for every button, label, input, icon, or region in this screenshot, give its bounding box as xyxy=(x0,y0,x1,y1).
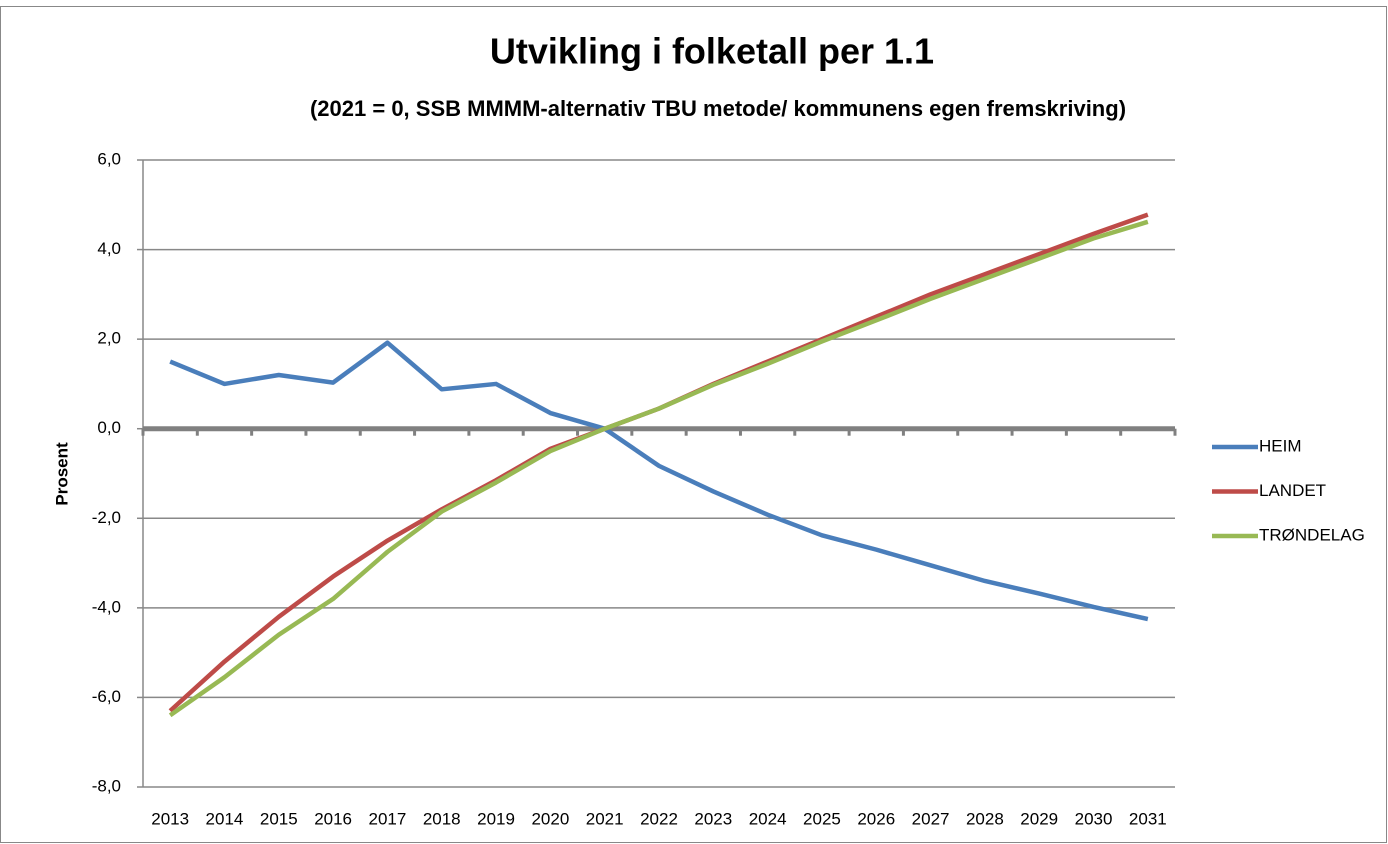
x-tick-label: 2029 xyxy=(1020,809,1058,828)
chart-title: Utvikling i folketall per 1.1 xyxy=(490,31,934,72)
y-tick-label: -8,0 xyxy=(92,776,121,795)
x-tick-label: 2022 xyxy=(640,809,678,828)
x-tick-label: 2014 xyxy=(206,809,244,828)
x-tick-label: 2028 xyxy=(966,809,1004,828)
y-tick-label: 6,0 xyxy=(97,149,121,168)
x-tick-label: 2020 xyxy=(531,809,569,828)
x-tick-label: 2025 xyxy=(803,809,841,828)
y-tick-label: 2,0 xyxy=(97,329,121,348)
x-tick-label: 2019 xyxy=(477,809,515,828)
legend-label: LANDET xyxy=(1259,481,1326,500)
x-tick-label: 2015 xyxy=(260,809,298,828)
y-tick-label: -6,0 xyxy=(92,687,121,706)
x-tick-label: 2017 xyxy=(369,809,407,828)
y-tick-label: -4,0 xyxy=(92,597,121,616)
x-tick-label: 2030 xyxy=(1075,809,1113,828)
x-tick-label: 2026 xyxy=(857,809,895,828)
x-tick-label: 2016 xyxy=(314,809,352,828)
y-axis-label: Prosent xyxy=(52,442,71,506)
x-tick-label: 2031 xyxy=(1129,809,1167,828)
chart-border xyxy=(0,6,1387,843)
x-tick-label: 2024 xyxy=(749,809,787,828)
y-tick-label: 4,0 xyxy=(97,239,121,258)
x-tick-label: 2023 xyxy=(694,809,732,828)
x-tick-label: 2018 xyxy=(423,809,461,828)
x-tick-label: 2027 xyxy=(912,809,950,828)
series-line xyxy=(168,219,1149,718)
series-line xyxy=(169,340,1149,622)
chart-subtitle: (2021 = 0, SSB MMMM-alternativ TBU metod… xyxy=(310,96,1126,121)
y-tick-label: -2,0 xyxy=(92,508,121,527)
y-tick-label: 0,0 xyxy=(97,418,121,437)
x-tick-label: 2013 xyxy=(151,809,189,828)
x-tick-label: 2021 xyxy=(586,809,624,828)
legend-label: TRØNDELAG xyxy=(1259,525,1365,544)
legend-label: HEIM xyxy=(1259,436,1302,455)
